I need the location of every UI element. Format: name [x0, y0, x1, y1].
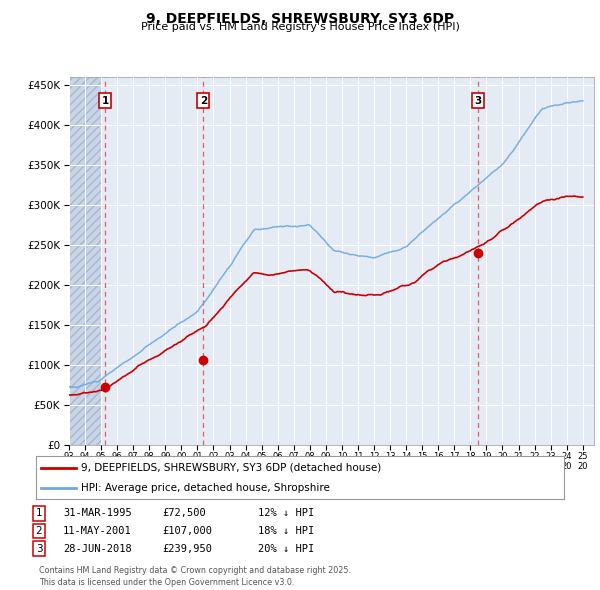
- Text: 28-JUN-2018: 28-JUN-2018: [63, 544, 132, 553]
- Text: 1: 1: [101, 96, 109, 106]
- Text: 9, DEEPFIELDS, SHREWSBURY, SY3 6DP (detached house): 9, DEEPFIELDS, SHREWSBURY, SY3 6DP (deta…: [81, 463, 381, 473]
- Text: 9, DEEPFIELDS, SHREWSBURY, SY3 6DP: 9, DEEPFIELDS, SHREWSBURY, SY3 6DP: [146, 12, 454, 26]
- Text: £239,950: £239,950: [162, 544, 212, 553]
- Text: 2: 2: [200, 96, 207, 106]
- Text: 3: 3: [35, 544, 43, 553]
- Text: 20% ↓ HPI: 20% ↓ HPI: [258, 544, 314, 553]
- Text: £107,000: £107,000: [162, 526, 212, 536]
- Text: £72,500: £72,500: [162, 509, 206, 518]
- Bar: [69, 77, 101, 445]
- Text: 31-MAR-1995: 31-MAR-1995: [63, 509, 132, 518]
- Text: 1: 1: [35, 509, 43, 518]
- Text: 18% ↓ HPI: 18% ↓ HPI: [258, 526, 314, 536]
- Text: 11-MAY-2001: 11-MAY-2001: [63, 526, 132, 536]
- Text: Price paid vs. HM Land Registry's House Price Index (HPI): Price paid vs. HM Land Registry's House …: [140, 22, 460, 32]
- Text: 12% ↓ HPI: 12% ↓ HPI: [258, 509, 314, 518]
- Text: 3: 3: [475, 96, 482, 106]
- Text: Contains HM Land Registry data © Crown copyright and database right 2025.
This d: Contains HM Land Registry data © Crown c…: [39, 566, 351, 587]
- Text: 2: 2: [35, 526, 43, 536]
- Text: HPI: Average price, detached house, Shropshire: HPI: Average price, detached house, Shro…: [81, 483, 330, 493]
